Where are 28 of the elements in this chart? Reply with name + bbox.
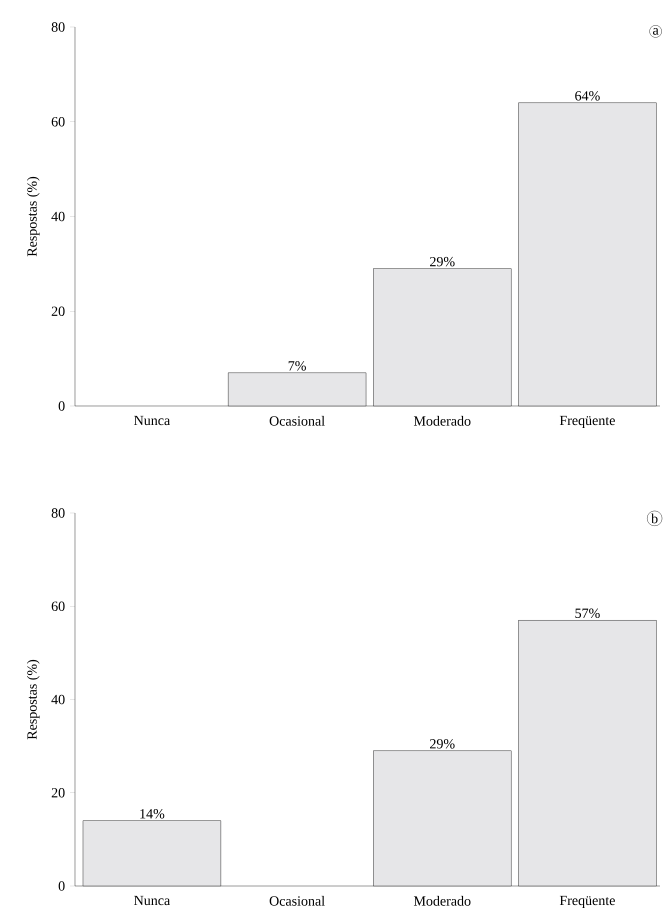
x-tick-label: Ocasional bbox=[270, 896, 325, 906]
x-tick-label: Moderado bbox=[414, 416, 470, 426]
data-label: 64% bbox=[575, 91, 600, 101]
y-axis-title: Respostas (%) bbox=[26, 660, 40, 740]
x-tick-label: Freqüente bbox=[560, 416, 615, 428]
data-label: 7% bbox=[288, 361, 306, 371]
x-tick-label: Nunca bbox=[134, 416, 170, 426]
y-tick-label: 40 bbox=[51, 212, 65, 222]
data-label: 29% bbox=[430, 739, 455, 749]
data-label: 14% bbox=[140, 809, 164, 819]
y-tick-label: 60 bbox=[52, 117, 65, 126]
data-label: 29% bbox=[430, 256, 455, 266]
y-tick-label: 80 bbox=[52, 22, 65, 32]
x-tick-label: Moderado bbox=[414, 896, 470, 906]
annotation: a bbox=[653, 28, 659, 35]
y-tick-label: 0 bbox=[58, 401, 65, 411]
y-tick-label: 0 bbox=[58, 881, 65, 891]
x-tick-label: Ocasional bbox=[270, 416, 325, 426]
y-tick-label: 60 bbox=[52, 602, 65, 611]
y-tick-label: 20 bbox=[52, 306, 65, 316]
y-axis-title: Respostas (%) bbox=[26, 176, 40, 256]
y-tick-label: 80 bbox=[52, 508, 65, 518]
y-tick-label: 20 bbox=[52, 788, 65, 798]
annotation: b bbox=[651, 513, 658, 524]
x-tick-label: Freqüente bbox=[560, 896, 615, 908]
data-label: 57% bbox=[575, 608, 600, 618]
x-tick-label: Nunca bbox=[134, 896, 170, 906]
y-tick-label: 40 bbox=[51, 694, 65, 704]
